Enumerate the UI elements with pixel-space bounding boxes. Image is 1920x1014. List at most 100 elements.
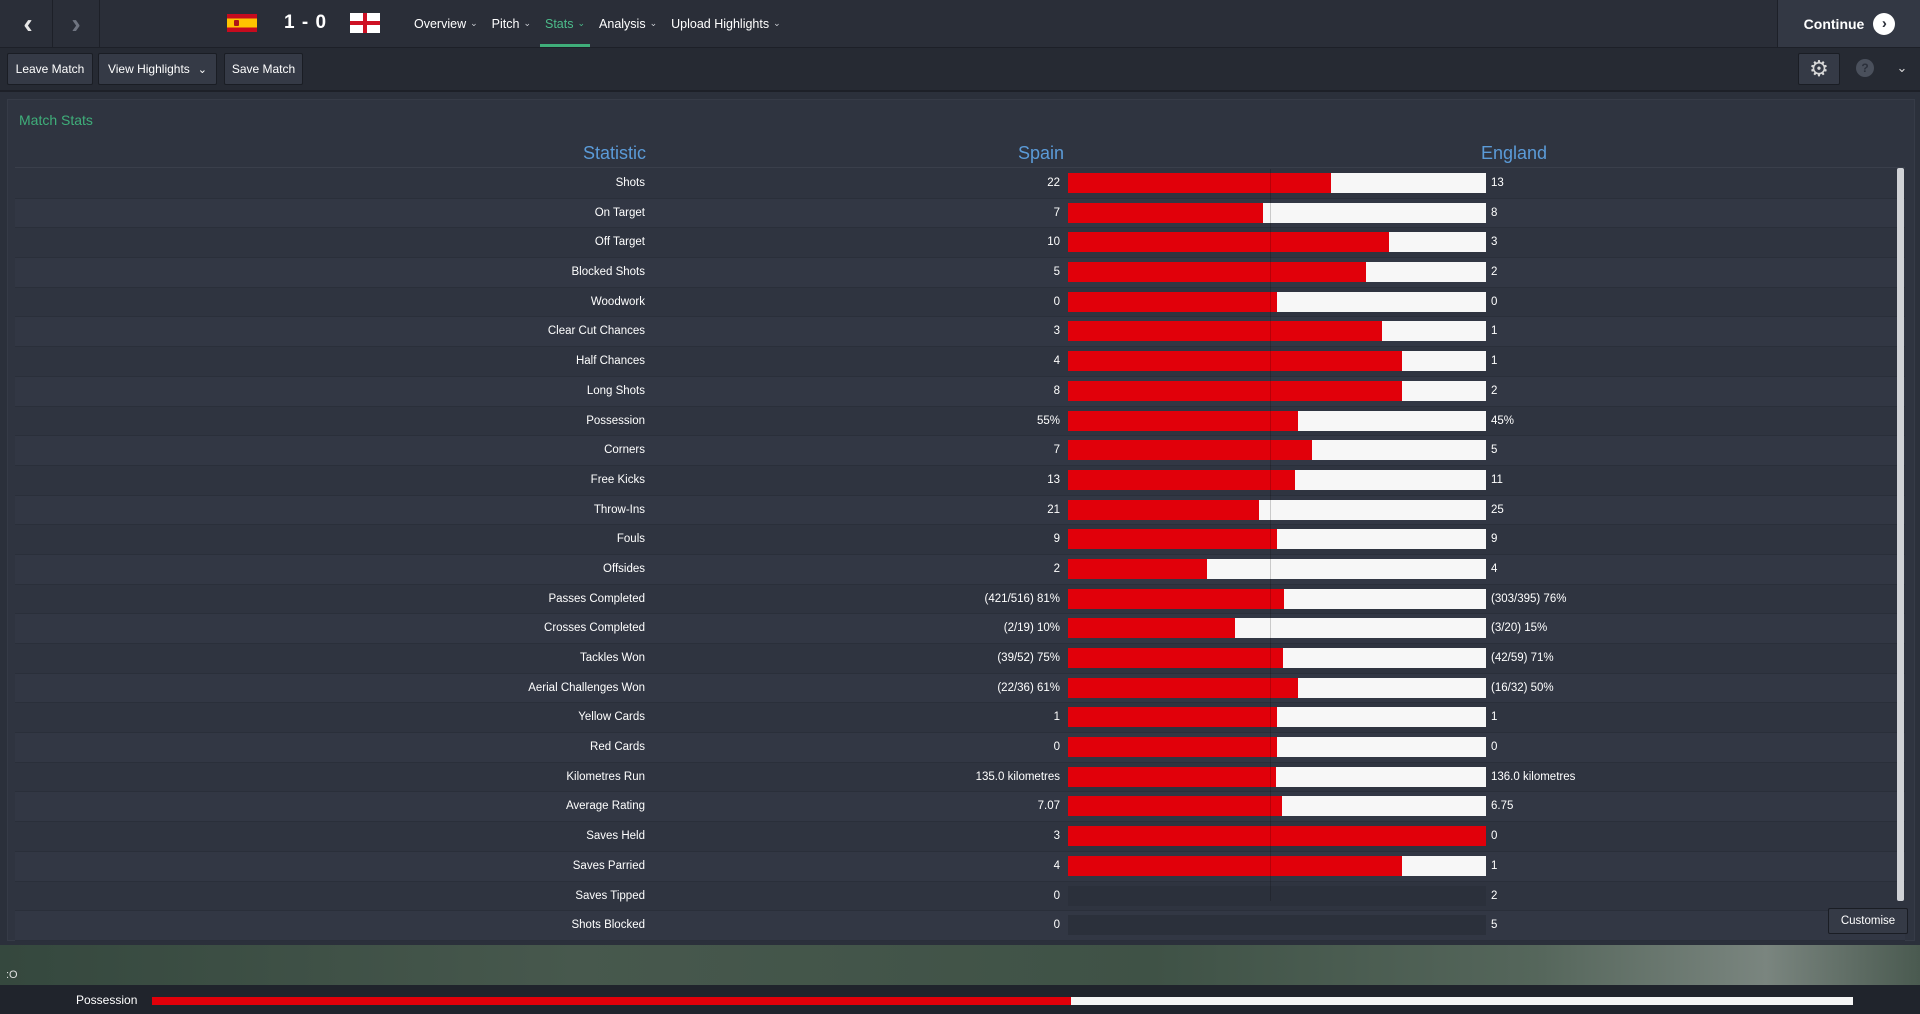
stat-label: Saves Held (586, 830, 645, 843)
stat-label: Saves Tipped (575, 889, 645, 902)
stats-table: Shots 22 13 On Target 7 8 Off Target 10 3 Blocked… (15, 169, 1905, 941)
stat-bar-fill-home (1068, 380, 1403, 401)
stat-label: Aerial Challenges Won (528, 681, 645, 694)
stat-away-value: 2 (1491, 384, 1498, 397)
stat-away-value: (16/32) 50% (1491, 681, 1554, 694)
stat-row: Throw-Ins 21 25 (15, 495, 1905, 526)
stat-label: Long Shots (586, 384, 645, 397)
chevron-down-icon: ⌄ (197, 63, 208, 76)
header-divider (15, 167, 1905, 168)
stat-row: Aerial Challenges Won (22/36) 61% (16/32) … (15, 673, 1905, 704)
spain-flag-icon (227, 14, 257, 32)
save-match-label: Save Match (231, 62, 296, 76)
stat-row: Half Chances 4 1 (15, 347, 1905, 377)
possession-label: Possession (76, 993, 138, 1007)
stat-home-value: 21 (1047, 503, 1060, 516)
stat-comparison-bar (1068, 885, 1486, 906)
view-highlights-dropdown[interactable]: View Highlights ⌄ (98, 53, 217, 85)
stat-row: Clear Cut Chances 3 1 (15, 317, 1905, 348)
stat-away-value: (3/20) 15% (1491, 622, 1548, 635)
stat-comparison-bar (1068, 232, 1486, 253)
customise-button[interactable]: Customise (1828, 908, 1908, 934)
stat-comparison-bar (1068, 677, 1486, 698)
column-header-home: Spain (1017, 143, 1064, 163)
stat-comparison-bar (1068, 737, 1486, 758)
menu-upload-highlights[interactable]: Upload Highlights ⌄ (664, 0, 788, 47)
stat-home-value: 0 (1053, 741, 1060, 754)
menu-stats[interactable]: Stats ⌄ (538, 0, 592, 47)
menu-overview[interactable]: Overview ⌄ (407, 0, 485, 47)
stat-row: Red Cards 0 0 (15, 733, 1905, 763)
continue-button[interactable]: Continue › (1777, 0, 1920, 47)
stat-label: Yellow Cards (578, 711, 645, 724)
stat-comparison-bar (1068, 202, 1486, 223)
stat-away-value: 0 (1491, 295, 1498, 308)
stat-comparison-bar (1068, 707, 1486, 728)
menu-pitch[interactable]: Pitch ⌄ (485, 0, 538, 47)
pitch-overlay-text: :O (6, 969, 18, 981)
stat-away-value: 1 (1491, 711, 1498, 724)
forward-arrow-icon[interactable]: › (52, 0, 100, 47)
stat-away-value: 13 (1491, 177, 1504, 189)
stat-bar-fill-home (1068, 262, 1367, 283)
stat-row: Saves Held 3 0 (15, 822, 1905, 852)
stat-comparison-bar (1068, 618, 1486, 639)
stat-home-value: 135.0 kilometres (975, 770, 1060, 783)
stat-home-value: 5 (1053, 266, 1060, 279)
stat-away-value: 1 (1491, 355, 1498, 368)
stat-home-value: (2/19) 10% (1003, 622, 1060, 635)
stat-label: Throw-Ins (593, 503, 645, 516)
gear-icon[interactable]: ⚙ (1798, 53, 1840, 85)
stat-row: Crosses Completed (2/19) 10% (3/20) 15% (15, 614, 1905, 644)
stat-home-value: 4 (1053, 859, 1060, 872)
stat-home-value: 3 (1053, 830, 1060, 843)
stat-bar-fill-home (1068, 410, 1298, 431)
match-toolbar: Leave Match View Highlights ⌄ Save Match … (0, 48, 1920, 92)
stat-home-value: 7 (1053, 444, 1060, 457)
stat-away-value: 45% (1491, 414, 1515, 427)
stat-bar-fill-home (1068, 469, 1295, 490)
possession-bar: Possession (0, 985, 1920, 1014)
stat-row: Shots 22 13 (15, 169, 1905, 199)
help-icon[interactable]: ? (1845, 53, 1885, 83)
back-arrow-icon[interactable]: ‹ (23, 7, 33, 39)
stat-row: Off Target 10 3 (15, 228, 1905, 259)
stat-row: Saves Parried 4 1 (15, 851, 1905, 882)
customise-label: Customise (1840, 915, 1896, 927)
stat-home-value: 9 (1053, 533, 1060, 546)
leave-match-button[interactable]: Leave Match (7, 53, 93, 85)
stat-row: Corners 7 5 (15, 436, 1905, 466)
stats-scrollbar[interactable] (1897, 168, 1904, 901)
stat-bar-fill-home (1068, 291, 1277, 312)
arrow-right-circle-icon: › (1873, 12, 1896, 35)
stat-comparison-bar (1068, 499, 1486, 520)
menu-analysis[interactable]: Analysis ⌄ (592, 0, 664, 47)
chevron-down-icon: ⌄ (523, 18, 531, 28)
chevron-down-icon[interactable]: ⌄ (1896, 60, 1908, 75)
stat-comparison-bar (1068, 440, 1486, 461)
stat-bar-fill-home (1068, 440, 1312, 461)
stat-away-value: 5 (1491, 919, 1498, 932)
stat-row: Tackles Won (39/52) 75% (42/59) 71% (15, 644, 1905, 674)
stat-away-value: 2 (1491, 266, 1498, 279)
chevron-down-icon: ⌄ (577, 18, 586, 28)
stat-label: Offsides (603, 562, 645, 575)
column-header-statistic: Statistic (582, 143, 646, 163)
stat-bar-fill-home (1068, 648, 1283, 668)
stat-home-value: 55% (1036, 414, 1060, 427)
stat-home-value: 1 (1053, 711, 1060, 724)
stat-bar-fill-home (1068, 796, 1283, 817)
stat-home-value: 3 (1053, 325, 1060, 338)
stat-label: Half Chances (575, 355, 645, 368)
stat-bar-fill-home (1068, 529, 1277, 550)
stat-row: Saves Tipped 0 2 (15, 882, 1905, 912)
stat-comparison-bar (1068, 173, 1486, 193)
menu-upload-highlights-label: Upload Highlights (671, 16, 770, 31)
stat-label: Possession (586, 414, 645, 427)
stat-comparison-bar (1068, 351, 1486, 372)
save-match-button[interactable]: Save Match (224, 53, 303, 85)
stat-comparison-bar (1068, 796, 1486, 817)
stat-label: Red Cards (590, 741, 645, 754)
stat-comparison-bar (1068, 321, 1486, 342)
stat-comparison-bar (1068, 588, 1486, 609)
